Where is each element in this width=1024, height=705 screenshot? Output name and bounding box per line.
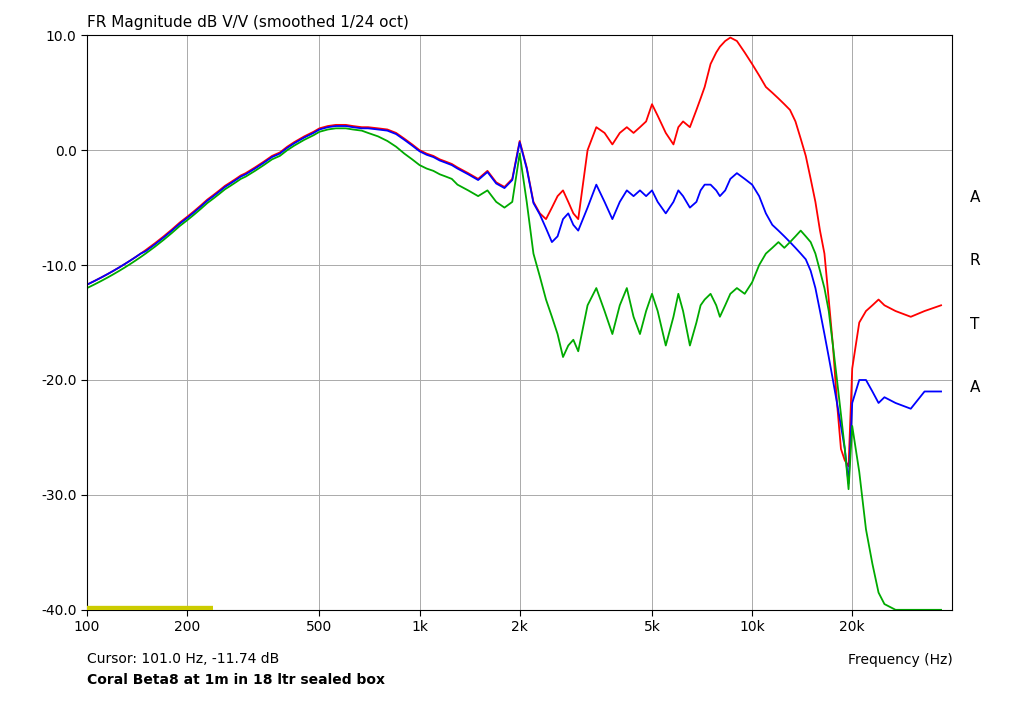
Text: A: A xyxy=(970,190,980,205)
Text: R: R xyxy=(970,253,980,269)
Text: Coral Beta8 at 1m in 18 ltr sealed box: Coral Beta8 at 1m in 18 ltr sealed box xyxy=(87,673,385,687)
Text: Cursor: 101.0 Hz, -11.74 dB: Cursor: 101.0 Hz, -11.74 dB xyxy=(87,652,280,666)
Text: Frequency (Hz): Frequency (Hz) xyxy=(848,653,952,667)
Text: T: T xyxy=(970,317,980,332)
Text: A: A xyxy=(970,380,980,396)
Text: FR Magnitude dB V/V (smoothed 1/24 oct): FR Magnitude dB V/V (smoothed 1/24 oct) xyxy=(87,15,409,30)
